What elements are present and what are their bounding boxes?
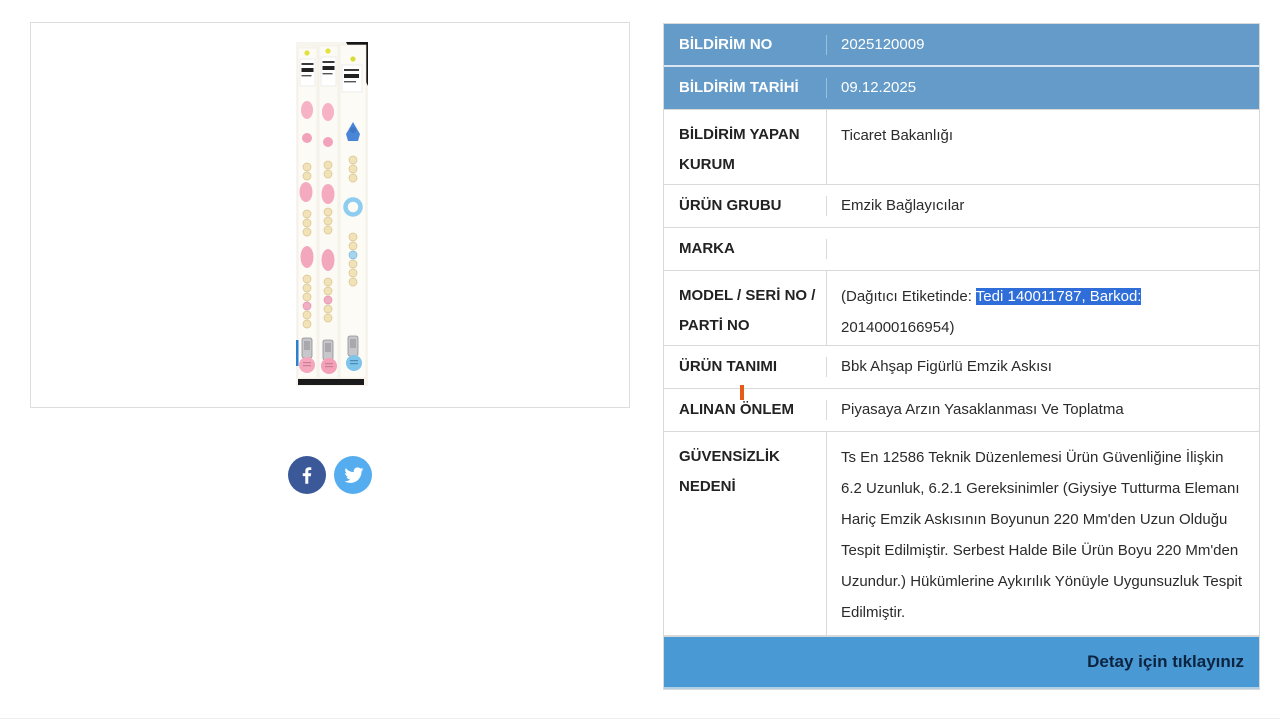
model-value-selected-text: Tedi 140011787, Barkod: bbox=[975, 288, 1142, 305]
facebook-icon[interactable] bbox=[288, 456, 326, 494]
page-bottom-divider bbox=[0, 718, 1280, 719]
row-value: Emzik Bağlayıcılar bbox=[841, 197, 965, 214]
table-row-bildirim-no: BİLDİRİM NO 2025120009 bbox=[664, 24, 1259, 67]
notification-table: BİLDİRİM NO 2025120009 BİLDİRİM TARİHİ 0… bbox=[663, 23, 1260, 690]
table-row-bildirim-tarihi: BİLDİRİM TARİHİ 09.12.2025 bbox=[664, 67, 1259, 110]
row-label: ÜRÜN TANIMI bbox=[664, 357, 827, 377]
product-image-panel bbox=[30, 22, 630, 408]
table-row-urun-tanimi: ÜRÜN TANIMI Bbk Ahşap Figürlü Emzik Askı… bbox=[664, 346, 1259, 389]
row-value: Bbk Ahşap Figürlü Emzik Askısı bbox=[841, 358, 1052, 375]
row-label: BİLDİRİM NO bbox=[664, 34, 827, 55]
product-photo[interactable] bbox=[296, 42, 368, 386]
table-row-guvensizlik-nedeni: GÜVENSİZLİK NEDENİ Ts En 12586 Teknik Dü… bbox=[664, 432, 1259, 636]
row-value: Ts En 12586 Teknik Düzenlemesi Ürün Güve… bbox=[841, 449, 1243, 621]
row-value: Ticaret Bakanlığı bbox=[841, 127, 953, 144]
row-label: GÜVENSİZLİK NEDENİ bbox=[664, 432, 827, 635]
row-label: BİLDİRİM YAPAN KURUM bbox=[664, 110, 827, 184]
table-row-bildirim-yapan-kurum: BİLDİRİM YAPAN KURUM Ticaret Bakanlığı bbox=[664, 110, 1259, 185]
row-value: 2025120009 bbox=[841, 35, 925, 53]
detail-link-label[interactable]: Detay için tıklayınız bbox=[1087, 652, 1244, 671]
table-row-model-seri-parti-no: MODEL / SERİ NO / PARTİ NO (Dağıtıcı Eti… bbox=[664, 271, 1259, 346]
detail-link-bar[interactable]: Detay için tıklayınız bbox=[664, 636, 1259, 689]
row-label: MARKA bbox=[664, 239, 827, 259]
row-label: ÜRÜN GRUBU bbox=[664, 196, 827, 216]
row-label: ALINAN ÖNLEM bbox=[664, 400, 827, 420]
drag-caret-indicator bbox=[740, 385, 744, 400]
model-value-prefix: (Dağıtıcı Etiketinde: bbox=[841, 288, 976, 305]
table-row-urun-grubu: ÜRÜN GRUBU Emzik Bağlayıcılar bbox=[664, 185, 1259, 228]
row-value: (Dağıtıcı Etiketinde: Tedi 140011787, Ba… bbox=[827, 271, 1259, 345]
row-label: BİLDİRİM TARİHİ bbox=[664, 78, 827, 98]
row-label: MODEL / SERİ NO / PARTİ NO bbox=[664, 271, 827, 345]
table-row-alinan-onlem: ALINAN ÖNLEM Piyasaya Arzın Yasaklanması… bbox=[664, 389, 1259, 432]
row-value: 09.12.2025 bbox=[841, 79, 917, 96]
row-value: Piyasaya Arzın Yasaklanması Ve Toplatma bbox=[841, 401, 1124, 418]
table-row-marka: MARKA bbox=[664, 228, 1259, 271]
social-share-bar bbox=[288, 455, 372, 495]
model-value-suffix: 2014000166954) bbox=[841, 319, 955, 336]
twitter-icon[interactable] bbox=[334, 456, 372, 494]
